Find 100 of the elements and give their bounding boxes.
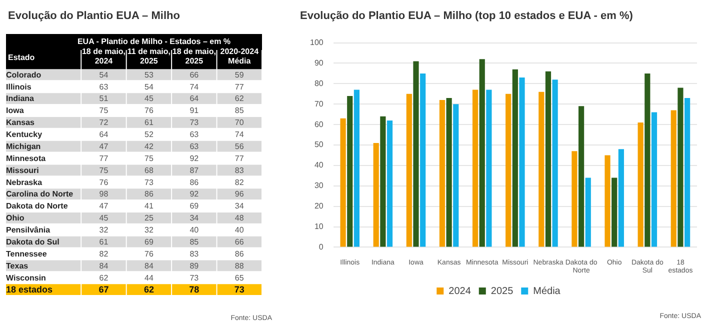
data-label: 67 [98, 284, 109, 295]
y-tick-label: 90 [314, 58, 324, 68]
bar [538, 92, 544, 247]
data-label: 74 [234, 130, 244, 140]
y-tick-label: 0 [318, 242, 324, 252]
data-label: 84 [144, 261, 154, 270]
data-label: 77 [99, 154, 109, 163]
data-label: 73 [144, 178, 154, 187]
data-label: 40 [190, 226, 200, 235]
data-label: 51 [99, 94, 109, 104]
y-tick-label: Ohio [6, 214, 24, 223]
bar [684, 98, 690, 247]
legend-label: 2024 [448, 286, 472, 297]
bar [572, 151, 578, 247]
data-label: 52 [144, 130, 154, 140]
y-tick-label: Indiana [6, 94, 35, 104]
data-label: 75 [99, 166, 109, 175]
data-label: 40 [234, 226, 244, 235]
data-label: 59 [234, 70, 244, 80]
data-label: 34 [190, 214, 200, 223]
y-tick-label: Tennessee [6, 249, 48, 258]
data-label: 83 [234, 166, 244, 175]
data-label: 96 [234, 190, 244, 199]
data-label: 47 [99, 202, 109, 211]
chart-title: Evolução do Plantio EUA – Milho (top 10 estados e EUA - em %) [300, 10, 633, 22]
bar [413, 61, 419, 247]
y-tick-label: Carolina do Norte [6, 190, 74, 199]
data-label: 62 [99, 273, 109, 282]
data-label: 77 [234, 82, 244, 92]
data-label: 66 [190, 70, 200, 80]
y-tick-label: Iowa [6, 106, 24, 116]
data-label: 72 [99, 118, 109, 128]
y-tick-label: Missouri [6, 166, 39, 175]
bar [638, 122, 644, 247]
data-label: 65 [234, 273, 244, 282]
bar [578, 106, 584, 247]
bar [618, 149, 624, 247]
data-label: 86 [144, 190, 154, 199]
x-tick-label: 11 de maio, 2025 [127, 47, 171, 66]
bar [552, 80, 558, 247]
y-tick-label: 40 [314, 160, 324, 170]
y-tick-label: 10 [314, 222, 324, 231]
data-label: 64 [190, 94, 200, 104]
bar [651, 112, 658, 247]
data-label: 75 [144, 154, 154, 163]
chart-subtitle: EUA - Plantio de Milho - Estados – em % [77, 37, 231, 46]
y-tick-label: 80 [314, 78, 324, 88]
data-label: 82 [234, 178, 244, 187]
data-label: 76 [144, 106, 154, 116]
data-label: 86 [190, 178, 200, 187]
data-label: 53 [144, 70, 154, 80]
data-label: 62 [234, 94, 244, 104]
data-label: 85 [234, 106, 244, 116]
bar [340, 118, 346, 247]
data-label: 61 [144, 118, 154, 128]
data-label: 98 [99, 190, 109, 199]
bar [512, 69, 518, 247]
data-label: 70 [234, 118, 244, 128]
data-label: 62 [144, 284, 154, 295]
bar [453, 104, 459, 247]
y-tick-label: Michigan [6, 142, 41, 151]
bar [678, 88, 684, 247]
bar [446, 98, 452, 247]
data-label: 63 [190, 142, 200, 151]
bar [585, 178, 591, 247]
data-label: 77 [234, 154, 244, 163]
data-label: 68 [144, 166, 154, 175]
data-label: 73 [234, 284, 244, 295]
bar [386, 120, 393, 247]
data-label: 73 [190, 273, 200, 282]
y-tick-label: 30 [314, 181, 324, 190]
data-label: 32 [99, 226, 109, 235]
y-tick-label: Nebraska [6, 178, 43, 187]
data-label: 76 [99, 178, 109, 187]
data-label: 54 [99, 70, 109, 80]
y-tick-label: 70 [314, 99, 324, 108]
data-label: 89 [190, 261, 200, 270]
y-tick-label: Minnesota [6, 154, 46, 163]
y-tick-label: Dakota do Sul [6, 237, 60, 246]
y-tick-label: Wisconsin [6, 273, 46, 282]
bar [486, 90, 492, 247]
data-label: 42 [144, 142, 154, 151]
data-label: 44 [144, 273, 154, 282]
data-label: 91 [190, 106, 200, 116]
bar [644, 73, 650, 247]
bar [347, 96, 353, 247]
data-label: 86 [234, 249, 244, 258]
chart-title: Evolução do Plantio EUA – Milho [8, 10, 180, 22]
bar [612, 178, 618, 247]
y-tick-label: 100 [310, 38, 324, 48]
bar [406, 94, 412, 247]
data-label: 56 [234, 142, 244, 151]
bar [479, 59, 485, 247]
data-label: 88 [234, 261, 244, 270]
y-tick-label: Kansas [6, 118, 36, 128]
data-label: 63 [190, 130, 200, 140]
data-label: 82 [99, 249, 109, 258]
x-tick-label: 18 de maio, 2025 [172, 47, 216, 66]
data-label: 75 [99, 106, 109, 116]
data-label: 73 [190, 118, 200, 128]
